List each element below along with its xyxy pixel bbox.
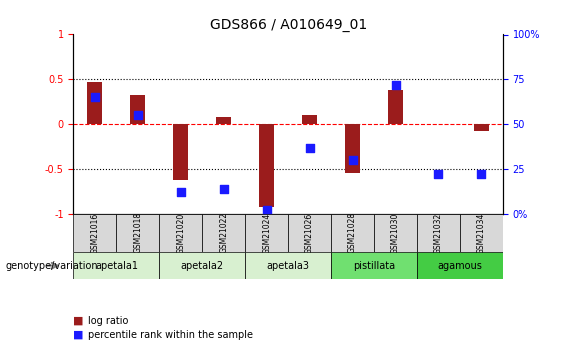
Bar (131, 96, 145, 124)
Title: GDS866 / A010649_01: GDS866 / A010649_01 (210, 18, 367, 32)
FancyBboxPatch shape (202, 214, 245, 252)
FancyBboxPatch shape (331, 252, 417, 279)
FancyBboxPatch shape (417, 214, 460, 252)
FancyBboxPatch shape (73, 252, 159, 279)
Text: GSM21034: GSM21034 (477, 212, 486, 254)
Bar (302, 115, 317, 124)
Text: ■: ■ (73, 316, 84, 326)
Point (477, 172, 486, 177)
FancyBboxPatch shape (73, 214, 116, 252)
Bar (345, 124, 360, 172)
Text: GSM21022: GSM21022 (219, 212, 228, 254)
Bar (173, 124, 188, 180)
Bar (88, 82, 102, 124)
Text: GSM21024: GSM21024 (262, 212, 271, 254)
Text: genotype/variation: genotype/variation (6, 261, 98, 270)
FancyBboxPatch shape (331, 214, 374, 252)
Point (305, 145, 314, 150)
FancyBboxPatch shape (374, 214, 417, 252)
Text: pistillata: pistillata (353, 261, 395, 270)
Bar (474, 124, 489, 131)
Text: apetala3: apetala3 (267, 261, 310, 270)
FancyBboxPatch shape (159, 214, 202, 252)
FancyBboxPatch shape (116, 214, 159, 252)
FancyBboxPatch shape (245, 252, 331, 279)
Text: ■: ■ (73, 330, 84, 339)
Bar (388, 90, 403, 124)
Text: agamous: agamous (437, 261, 483, 270)
Text: GSM21028: GSM21028 (348, 212, 357, 254)
FancyBboxPatch shape (245, 214, 288, 252)
FancyBboxPatch shape (460, 214, 503, 252)
FancyBboxPatch shape (288, 214, 331, 252)
Point (262, 208, 271, 213)
Point (176, 190, 185, 195)
Text: apetala1: apetala1 (95, 261, 138, 270)
Point (348, 157, 357, 163)
Text: GSM21020: GSM21020 (176, 212, 185, 254)
FancyBboxPatch shape (417, 252, 503, 279)
Text: GSM21030: GSM21030 (391, 212, 400, 254)
Text: GSM21018: GSM21018 (133, 212, 142, 254)
Point (90, 95, 99, 100)
Bar (216, 117, 231, 124)
Text: GSM21026: GSM21026 (305, 212, 314, 254)
Text: log ratio: log ratio (88, 316, 128, 326)
Point (219, 186, 228, 191)
Bar (259, 124, 274, 207)
Text: percentile rank within the sample: percentile rank within the sample (88, 330, 253, 339)
Text: GSM21016: GSM21016 (90, 212, 99, 254)
FancyBboxPatch shape (159, 252, 245, 279)
Point (434, 172, 443, 177)
Point (133, 112, 142, 118)
Point (391, 82, 400, 88)
Text: GSM21032: GSM21032 (434, 212, 443, 254)
Text: apetala2: apetala2 (181, 261, 224, 270)
